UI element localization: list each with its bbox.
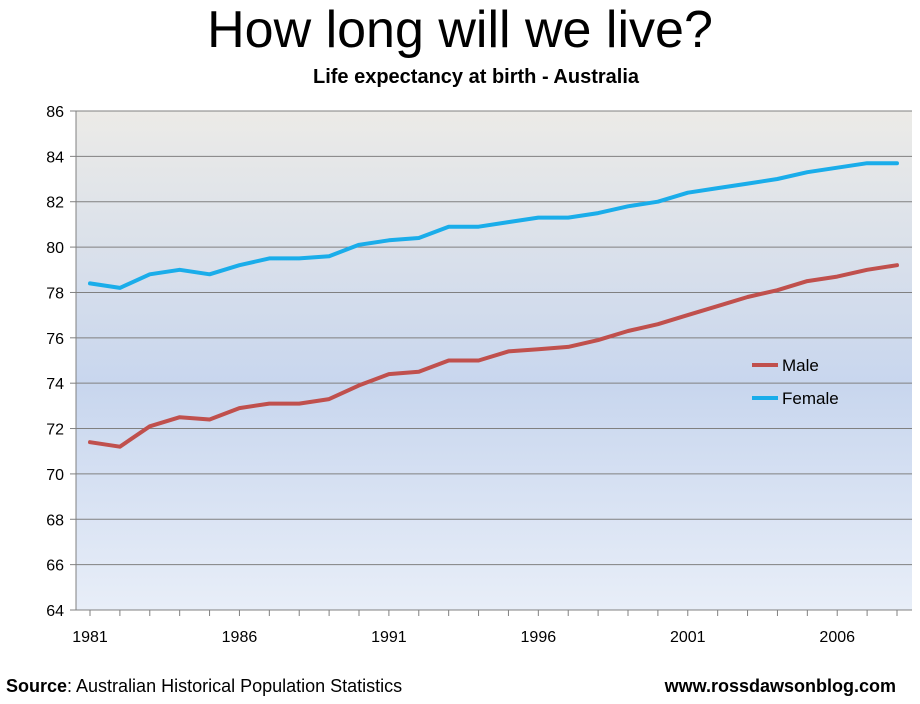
plot-area: [76, 111, 912, 610]
y-tick-label: 82: [46, 195, 64, 212]
y-tick-label: 84: [46, 149, 64, 166]
y-tick-label: 76: [46, 331, 64, 348]
x-tick-label: 1996: [521, 629, 557, 646]
y-tick-label: 66: [46, 558, 64, 575]
y-axis-tick-labels: 64 66 68 70 72 74 76 78 80 82 84 86: [46, 104, 64, 620]
x-tick-label: 2001: [670, 629, 706, 646]
x-tick-label: 2006: [819, 629, 855, 646]
legend-label-female: Female: [782, 389, 839, 408]
chart-title: Life expectancy at birth - Australia: [312, 66, 639, 88]
axes: [75, 111, 912, 616]
x-tick-label: 1986: [222, 629, 258, 646]
y-tick-label: 86: [46, 104, 64, 121]
y-tick-label: 74: [46, 376, 64, 393]
x-axis-tick-labels: 1981 1986 1991 1996 2001 2006: [72, 629, 855, 646]
legend-label-male: Male: [782, 356, 819, 375]
website-url: www.rossdawsonblog.com: [664, 676, 896, 696]
legend: Male Female: [752, 356, 839, 408]
gridlines: [70, 110, 912, 611]
x-tick-label: 1981: [72, 629, 108, 646]
line-chart: 64 66 68 70 72 74 76 78 80 82 84 86 1981 1986 1991 199…: [46, 104, 912, 646]
y-tick-label: 78: [46, 285, 64, 302]
source-text: : Australian Historical Population Stati…: [67, 676, 403, 696]
page-title: How long will we live?: [207, 1, 713, 59]
y-tick-label: 80: [46, 240, 64, 257]
y-tick-label: 64: [46, 603, 64, 620]
y-tick-label: 70: [46, 467, 64, 484]
series-lines: [88, 161, 899, 449]
source-note: Source: Australian Historical Population…: [6, 676, 402, 697]
y-tick-label: 72: [46, 422, 64, 439]
series-line-female: [88, 161, 899, 290]
y-tick-label: 68: [46, 512, 64, 529]
series-line-male: [88, 263, 899, 449]
x-tick-label: 1991: [371, 629, 407, 646]
source-label: Source: [6, 676, 68, 696]
